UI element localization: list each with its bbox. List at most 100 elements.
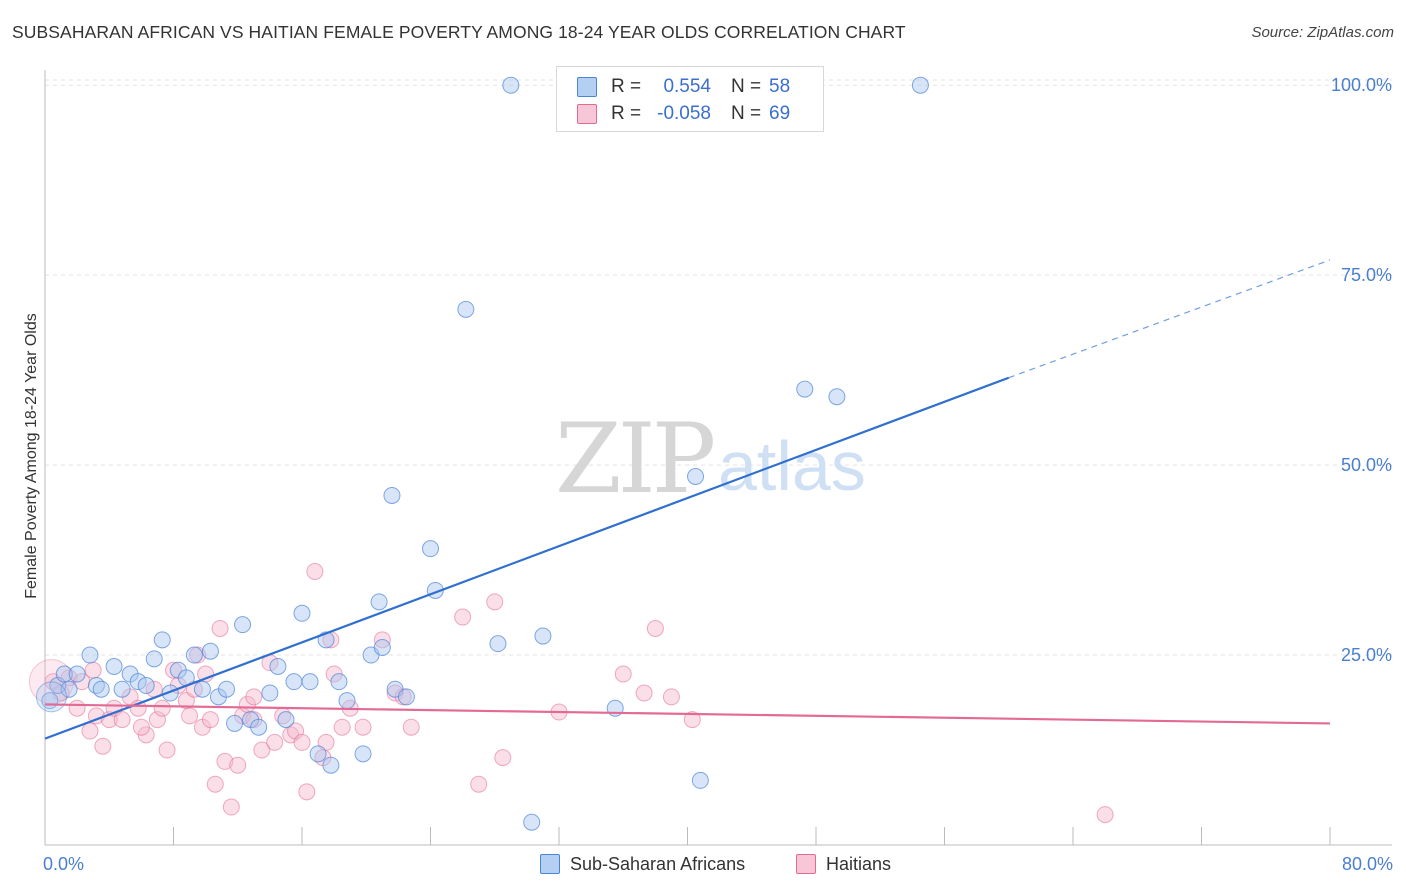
haitians-point (165, 661, 182, 679)
haitians-point (402, 718, 420, 736)
haitians-point (266, 733, 284, 751)
haitians-trend-line (44, 703, 1331, 725)
haitians-point (306, 562, 324, 580)
subsaharan-point (502, 76, 520, 94)
subsaharan-point (828, 388, 846, 406)
subsaharan-point (137, 676, 155, 694)
tick-labels: 25.0% 50.0% 75.0% 100.0% 0.0% 80.0% (43, 75, 1393, 874)
subsaharan-point (92, 680, 110, 698)
haitians-point (68, 699, 86, 717)
subsaharan-point (370, 593, 388, 611)
legend-r-label: R = (611, 76, 642, 97)
bottom-legend-label: Sub-Saharan Africans (570, 853, 746, 874)
subsaharan-point (60, 680, 78, 698)
subsaharan-point (35, 681, 67, 713)
subsaharan-point (129, 673, 147, 691)
subsaharan-trend-line (44, 376, 1010, 740)
haitians-point (293, 733, 311, 751)
subsaharan-trend-extension (1008, 259, 1331, 379)
haitians-point (253, 741, 271, 759)
subsaharan-point (373, 638, 391, 656)
subsaharan-point (293, 604, 311, 622)
subsaharan-point (523, 813, 541, 831)
haitians-point (181, 707, 199, 725)
haitians-point (222, 798, 240, 816)
subsaharan-points (35, 76, 929, 831)
subsaharan-point (261, 684, 279, 702)
subsaharan-point (55, 665, 73, 683)
subsaharan-point (338, 692, 356, 710)
subsaharan-point (153, 631, 171, 649)
y-axis-title: Female Poverty Among 18-24 Year Olds (23, 313, 40, 599)
subsaharan-point (145, 650, 163, 668)
haitians-point (84, 661, 102, 679)
haitians-point (216, 752, 234, 770)
subsaharan-point (193, 680, 211, 698)
subsaharan-point (285, 673, 303, 691)
axes (44, 70, 1392, 846)
subsaharan-point (185, 646, 203, 664)
legend-n-value: 58 (769, 76, 791, 97)
legend-swatch-pink (577, 104, 597, 124)
chart-title: SUBSAHARAN AFRICAN VS HAITIAN FEMALE POV… (12, 22, 906, 42)
haitians-point (333, 718, 351, 736)
legend-r-value: -0.058 (657, 103, 711, 124)
gridlines (45, 79, 1392, 656)
subsaharan-point (422, 540, 439, 558)
subsaharan-point (234, 616, 252, 634)
bottom-legend-swatch-blue (540, 854, 560, 874)
haitians-point (470, 775, 488, 793)
haitians-point (245, 688, 263, 706)
subsaharan-point (322, 756, 340, 774)
subsaharan-point (489, 635, 507, 653)
haitians-point (614, 665, 632, 683)
haitians-point (81, 722, 99, 740)
legend-n-value: 69 (769, 103, 791, 124)
bottom-legend-swatch-pink (796, 854, 816, 874)
haitians-point (211, 619, 229, 637)
subsaharan-point (277, 711, 295, 729)
y-tick-label: 50.0% (1341, 455, 1392, 475)
haitians-point (486, 593, 504, 611)
legend-n-label: N = (731, 76, 762, 97)
subsaharan-point (911, 76, 929, 94)
haitians-point (206, 775, 224, 793)
haitians-point (94, 737, 112, 755)
legend-r-value: 0.554 (663, 76, 711, 97)
subsaharan-point (301, 673, 319, 691)
subsaharan-point (269, 657, 287, 675)
y-tick-label: 100.0% (1331, 75, 1392, 95)
subsaharan-point (397, 688, 415, 706)
subsaharan-point (687, 467, 705, 485)
haitians-point (201, 711, 219, 729)
subsaharan-point (309, 745, 327, 763)
subsaharan-point (354, 745, 372, 763)
watermark: ZIP atlas (555, 403, 866, 515)
legend-row-subsaharan: R = 0.554 N = 58 (577, 74, 790, 100)
subsaharan-point (250, 718, 268, 736)
subsaharan-point (105, 657, 123, 675)
haitians-point (229, 756, 247, 774)
x-tick-label: 0.0% (43, 854, 84, 874)
haitians-point (662, 688, 680, 706)
subsaharan-point (81, 646, 99, 664)
subsaharan-point (383, 486, 401, 504)
haitians-point (132, 718, 150, 736)
haitians-point (153, 699, 171, 717)
subsaharan-point (691, 771, 709, 789)
source-label: Source: ZipAtlas.com (1251, 24, 1394, 41)
haitians-point (354, 718, 372, 736)
subsaharan-point (226, 714, 244, 732)
haitians-point (158, 741, 176, 759)
correlation-legend: R = 0.554 N = 58 R = -0.058 N = 69 (556, 66, 824, 132)
x-tick-label: 80.0% (1342, 854, 1393, 874)
haitians-point (646, 619, 664, 637)
subsaharan-point (113, 680, 131, 698)
subsaharan-point (534, 627, 552, 645)
haitians-points (28, 562, 1114, 824)
bottom-legend-subsaharan: Sub-Saharan Africans (540, 852, 745, 876)
legend-r-label: R = (611, 103, 642, 124)
haitians-point (1096, 806, 1114, 824)
haitians-point (113, 711, 131, 729)
